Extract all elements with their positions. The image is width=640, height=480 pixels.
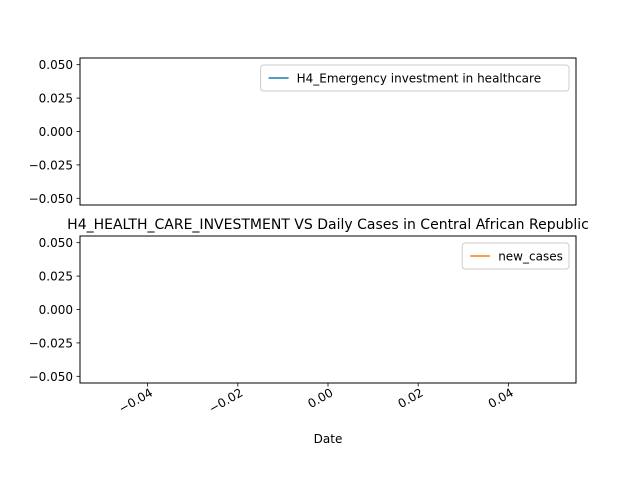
bottom-legend: new_cases <box>461 242 570 270</box>
top-legend-box <box>260 64 570 92</box>
top-y-tick-label: 0.000 <box>39 125 73 139</box>
top-legend-label: H4_Emergency investment in healthcare <box>297 72 541 86</box>
bottom-y-tick-label: −0.025 <box>29 336 73 350</box>
bottom-y-ticks: 0.050 0.025 0.000 −0.025 −0.050 <box>29 236 80 384</box>
top-y-tick-label: 0.025 <box>39 92 73 106</box>
bottom-chart-title: H4_HEALTH_CARE_INVESTMENT VS Daily Cases… <box>67 217 589 233</box>
bottom-legend-label: new_cases <box>498 250 563 264</box>
bottom-x-axis-label: Date <box>314 432 343 446</box>
bottom-legend-box <box>461 242 570 270</box>
bottom-y-tick-label: −0.050 <box>29 370 73 384</box>
bottom-y-tick-label: 0.050 <box>39 236 73 250</box>
top-y-ticks: 0.050 0.025 0.000 −0.025 −0.050 <box>29 58 80 206</box>
bottom-y-tick-label: 0.000 <box>39 303 73 317</box>
top-y-tick-label: −0.050 <box>29 192 73 206</box>
bottom-y-tick-label: 0.025 <box>39 270 73 284</box>
top-legend: H4_Emergency investment in healthcare <box>260 64 570 92</box>
top-y-tick-label: −0.025 <box>29 158 73 172</box>
top-subplot: 0.050 0.025 0.000 −0.025 −0.050 H4_Emergency… <box>29 57 577 206</box>
top-y-tick-label: 0.050 <box>39 58 73 72</box>
